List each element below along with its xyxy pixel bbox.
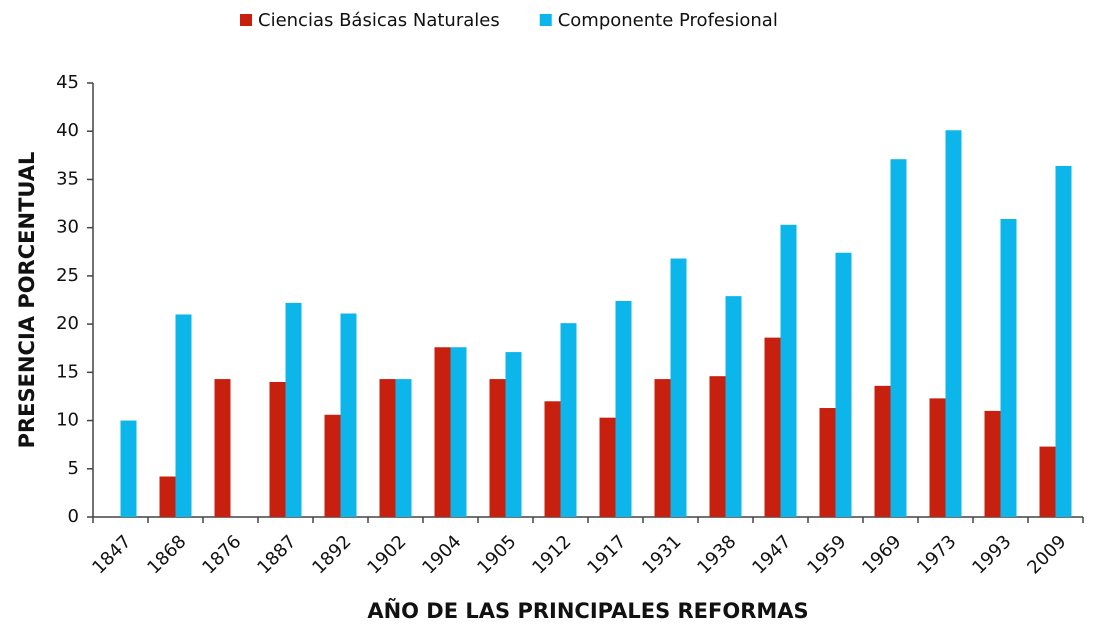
y-tick-label: 40 [56, 120, 79, 141]
legend-label: Ciencias Básicas Naturales [258, 10, 500, 31]
bar [379, 379, 396, 517]
bar [764, 337, 781, 517]
bar [874, 385, 891, 517]
y-tick-label: 10 [56, 410, 79, 431]
y-tick-label: 0 [68, 506, 79, 527]
bar [159, 476, 176, 517]
bar [984, 410, 1001, 517]
x-tick-label: 1904 [418, 531, 465, 578]
x-tick-label: 1931 [638, 531, 685, 578]
x-tick-label: 1892 [308, 531, 355, 578]
x-tick-label: 1969 [858, 531, 905, 578]
bar [395, 379, 412, 517]
bar [324, 414, 341, 517]
y-tick-label: 30 [56, 217, 79, 238]
x-tick-label: 1993 [968, 531, 1015, 578]
y-tick-label: 20 [56, 313, 79, 334]
bar [670, 258, 687, 517]
bar [890, 159, 907, 518]
bar [725, 296, 742, 517]
bar [434, 347, 451, 517]
y-axis-title: PRESENCIA PORCENTUAL [15, 152, 39, 449]
x-tick-label: 1973 [913, 531, 960, 578]
legend-swatch [539, 14, 552, 26]
bar [1055, 165, 1072, 518]
bar [929, 398, 946, 517]
x-tick-label: 2009 [1023, 531, 1070, 578]
bar [340, 313, 357, 517]
x-tick-label: 1868 [143, 531, 190, 578]
legend-swatch [240, 14, 252, 26]
y-tick-label: 25 [56, 265, 79, 286]
y-tick-label: 5 [68, 458, 79, 479]
bar [709, 376, 726, 517]
x-tick-label: 1887 [253, 531, 300, 578]
x-tick-label: 1905 [473, 531, 520, 578]
x-axis-title: AÑO DE LAS PRINCIPALES REFORMAS [367, 598, 808, 623]
bar [819, 408, 836, 517]
y-tick-label: 35 [56, 168, 79, 189]
bar [175, 314, 192, 517]
x-tick-label: 1847 [88, 531, 135, 578]
bar [599, 417, 616, 517]
x-tick-label: 1917 [583, 531, 630, 578]
x-tick-label: 1959 [803, 531, 850, 578]
legend-label: Componente Profesional [558, 10, 778, 31]
bar [945, 130, 962, 517]
y-tick-label: 15 [56, 361, 79, 382]
bar [615, 300, 632, 517]
x-tick-label: 1947 [748, 531, 795, 578]
bar [835, 252, 852, 517]
bar [505, 352, 522, 517]
x-tick-label: 1938 [693, 531, 740, 578]
y-tick-label: 45 [56, 72, 79, 93]
bar [560, 323, 577, 517]
bar [269, 381, 286, 517]
x-tick-label: 1902 [363, 531, 410, 578]
bar [654, 379, 671, 517]
bar [489, 379, 506, 517]
bar [1039, 446, 1056, 517]
bar [285, 302, 302, 517]
x-tick-label: 1912 [528, 531, 575, 578]
bar [544, 401, 561, 517]
bar [120, 420, 137, 517]
x-tick-label: 1876 [198, 531, 245, 578]
bar [214, 379, 231, 517]
bar [450, 347, 467, 517]
bar [780, 224, 797, 518]
bar [1000, 218, 1017, 517]
